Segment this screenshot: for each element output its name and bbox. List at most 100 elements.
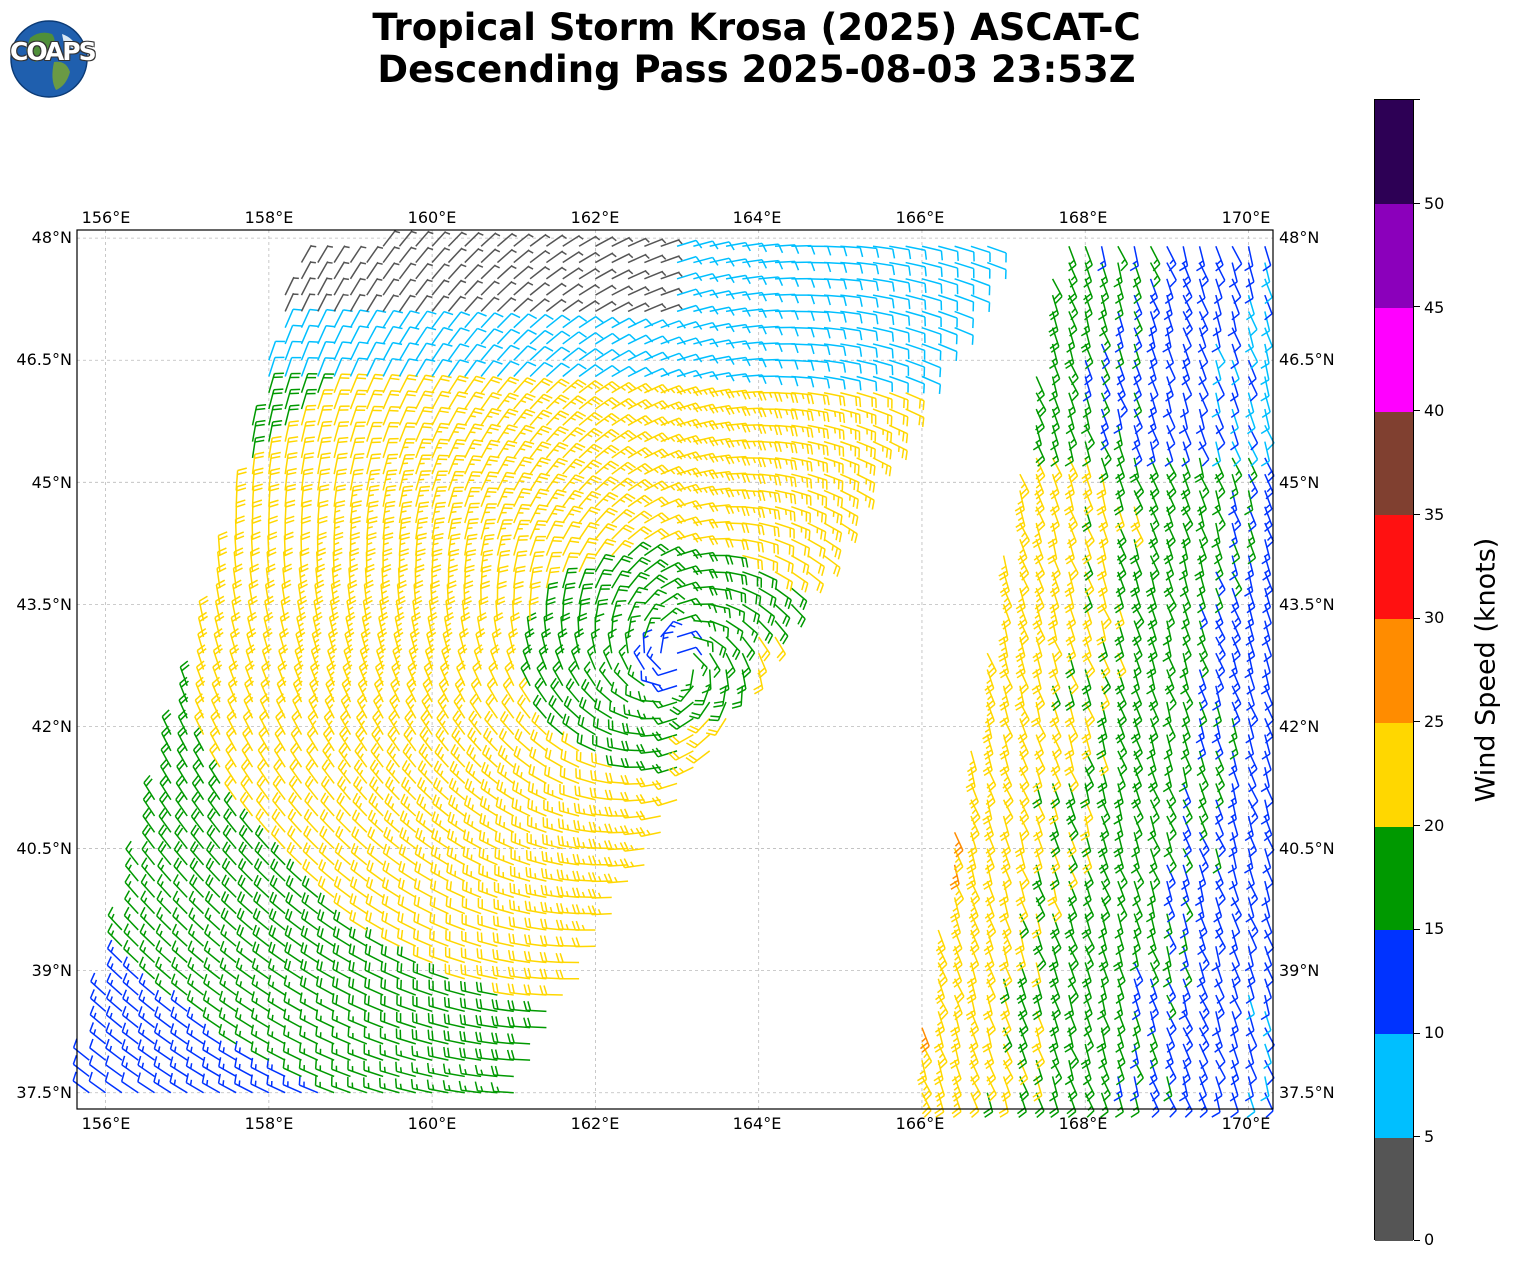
wind-barb xyxy=(458,1064,482,1078)
wind-barb xyxy=(427,1046,449,1061)
wind-barb xyxy=(1211,441,1222,467)
wind-barb xyxy=(476,965,498,980)
chart-title-line1: Tropical Storm Krosa (2025) ASCAT-C xyxy=(372,6,1141,49)
wind-barb xyxy=(668,766,694,777)
wind-barb xyxy=(201,1056,221,1078)
wind-barb xyxy=(365,893,384,915)
colorbar-segment xyxy=(1375,722,1413,827)
wind-barb xyxy=(1165,376,1174,402)
wind-barb xyxy=(234,1040,253,1061)
wind-barb xyxy=(186,1006,204,1029)
wind-barb xyxy=(415,390,435,410)
wind-barb xyxy=(123,906,139,931)
wind-barb xyxy=(204,924,221,947)
wind-barb xyxy=(791,343,815,355)
wind-barb xyxy=(523,1000,547,1013)
colorbar-tick-label: 30 xyxy=(1424,608,1445,627)
wind-barb xyxy=(1162,327,1172,353)
wind-barb xyxy=(571,937,596,948)
wind-barb xyxy=(509,882,531,899)
wind-barb xyxy=(1068,246,1077,272)
wind-barb xyxy=(382,294,399,312)
wind-barb xyxy=(587,888,612,899)
wind-barb xyxy=(415,374,435,394)
wind-barb xyxy=(1166,799,1177,825)
wind-barb xyxy=(477,914,498,931)
wind-barb xyxy=(742,440,767,451)
wind-barb xyxy=(382,485,397,507)
wind-barb xyxy=(1163,1076,1173,1102)
wind-barb xyxy=(1083,978,1092,1005)
wind-barb xyxy=(431,406,451,426)
wind-barb xyxy=(619,808,645,819)
wind-barb xyxy=(250,1057,270,1078)
wind-barb xyxy=(1017,962,1028,988)
wind-barb xyxy=(919,1027,930,1053)
wind-barb xyxy=(156,873,172,898)
wind-barb xyxy=(480,580,491,605)
wind-barb xyxy=(558,801,580,817)
wind-barb xyxy=(524,917,547,931)
wind-barb xyxy=(1229,1027,1239,1053)
wind-barb xyxy=(1229,1076,1239,1102)
wind-barb xyxy=(603,856,629,867)
wind-barb xyxy=(298,1058,319,1078)
wind-barb xyxy=(1264,929,1275,956)
wind-barb xyxy=(121,1055,139,1078)
wind-barb xyxy=(791,294,816,305)
wind-barb xyxy=(1132,1011,1142,1037)
wind-barb xyxy=(1097,636,1109,663)
wind-barb xyxy=(807,424,830,439)
wind-barb xyxy=(412,945,433,964)
wind-barb xyxy=(443,1013,465,1029)
wind-barb xyxy=(172,907,188,931)
wind-barb xyxy=(1084,1076,1095,1102)
wind-barb xyxy=(1166,1027,1176,1053)
wind-barb xyxy=(203,940,221,964)
wind-barb xyxy=(1211,1011,1222,1037)
wind-barb xyxy=(105,1038,123,1061)
wind-barb xyxy=(379,1027,400,1045)
wind-barb xyxy=(642,629,653,654)
colorbar-segment xyxy=(1375,826,1413,931)
wind-barb xyxy=(1051,1059,1063,1086)
wind-barb xyxy=(464,295,483,312)
wind-barb xyxy=(266,1024,286,1045)
wind-barb xyxy=(807,261,832,273)
wind-barb xyxy=(427,1029,449,1045)
wind-barb xyxy=(187,957,205,980)
wind-barb xyxy=(562,505,584,524)
wind-barb xyxy=(284,420,299,442)
wind-barb xyxy=(236,924,253,947)
colorbar-tick-label: 20 xyxy=(1424,816,1445,835)
lon-label-top: 170°E xyxy=(1222,208,1271,227)
wind-barb xyxy=(1244,815,1254,842)
wind-barb xyxy=(839,506,859,526)
wind-barb xyxy=(446,828,466,850)
wind-barb xyxy=(807,245,832,256)
wind-barb xyxy=(1032,1076,1043,1102)
wind-barb xyxy=(480,518,496,540)
wind-barb xyxy=(636,709,661,720)
wind-barb xyxy=(105,989,123,1012)
wind-barb xyxy=(1260,799,1270,825)
wind-barb xyxy=(1182,978,1191,1005)
wind-barb xyxy=(363,994,384,1013)
wind-barb xyxy=(446,862,466,882)
wind-barb xyxy=(506,1049,531,1061)
wind-barb xyxy=(189,857,205,882)
wind-barb xyxy=(282,1041,302,1061)
wind-barb xyxy=(476,948,498,964)
wind-barb xyxy=(107,923,123,947)
wind-barb xyxy=(299,992,319,1012)
wind-barb xyxy=(1263,1043,1272,1070)
wind-barb xyxy=(523,1017,547,1029)
wind-barb xyxy=(366,245,384,263)
wind-barb xyxy=(154,1006,172,1029)
wind-barb xyxy=(363,1027,384,1045)
wind-barb xyxy=(464,231,484,247)
wind-barb xyxy=(949,1043,960,1069)
wind-barb xyxy=(428,979,449,996)
wind-barb xyxy=(693,469,719,480)
wind-barb xyxy=(1231,913,1241,939)
